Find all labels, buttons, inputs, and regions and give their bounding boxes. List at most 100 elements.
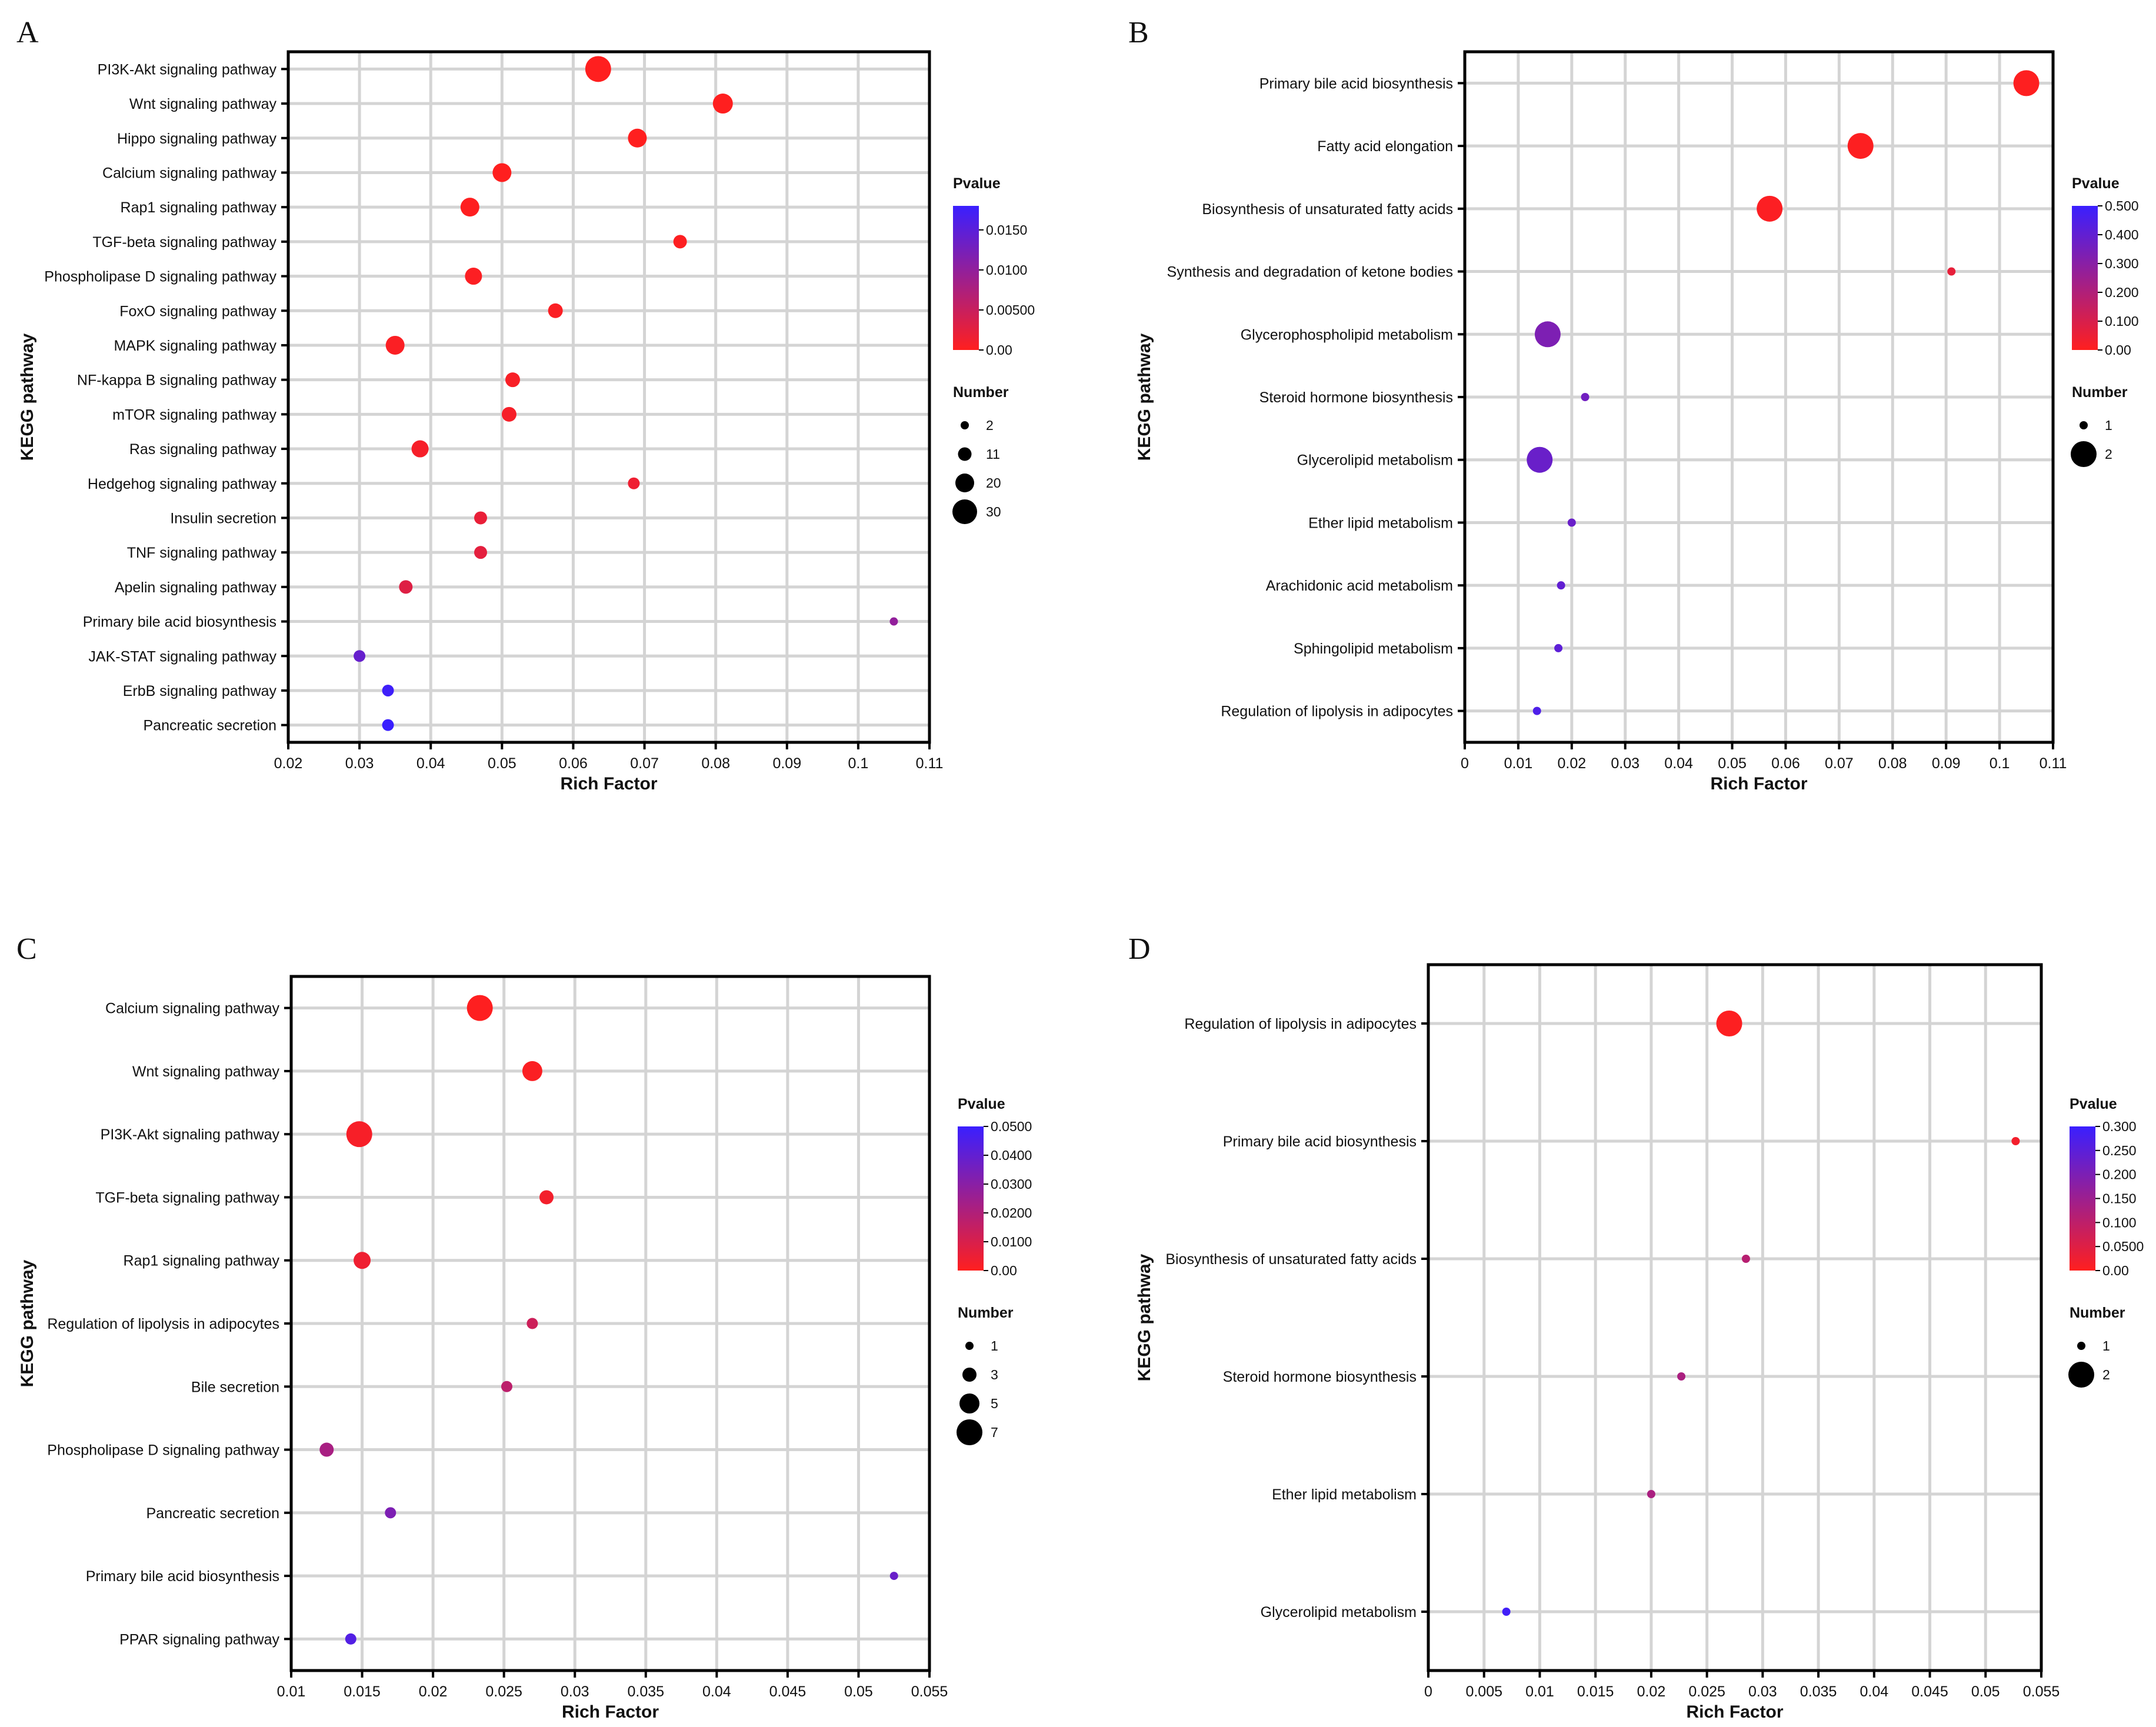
legend-size-dot [962,1368,977,1382]
legend-number-title: Number [2070,1305,2125,1321]
pvalue-tick-label: 0.150 [2102,1191,2137,1206]
data-point [522,1061,542,1081]
data-point [628,477,640,489]
data-point [1716,1011,1742,1036]
pvalue-tick-label: 0.100 [2105,314,2139,329]
y-tick-label: Apelin signaling pathway [115,579,277,596]
panel-letter: A [16,16,39,49]
pvalue-tick-label: 0.00 [991,1263,1017,1278]
x-tick-label: 0.08 [1878,755,1907,772]
x-tick-label: 0.035 [627,1683,664,1700]
y-tick-label: Biosynthesis of unsaturated fatty acids [1165,1251,1417,1268]
legend-size-dot [958,447,972,461]
legend-size-dot [2071,441,2097,467]
x-tick-label: 0.02 [1557,755,1586,772]
y-tick-label: PPAR signaling pathway [119,1631,279,1648]
pvalue-tick-label: 0.00 [986,342,1012,358]
legend-size-dot [961,421,969,429]
x-tick-label: 0.07 [630,755,659,772]
legend-size-label: 1 [991,1338,998,1353]
y-tick-label: NF-kappa B signaling pathway [77,372,277,389]
x-tick-label: 0.06 [559,755,588,772]
x-tick-label: 0.09 [772,755,801,772]
x-tick-label: 0.07 [1825,755,1854,772]
pvalue-color-bar [953,206,979,350]
y-tick-label: Steroid hormone biosynthesis [1223,1369,1417,1385]
chart-panel-b: B Primary bile acid biosynthesis Fatty aci… [1128,16,2139,794]
x-tick-label: 0.05 [844,1683,873,1700]
x-tick-label: 0.09 [1932,755,1961,772]
legend-size-label: 5 [991,1396,998,1411]
y-tick-label: Fatty acid elongation [1317,138,1453,155]
x-tick-label: 0.08 [701,755,730,772]
data-point [1502,1608,1511,1616]
data-point [1554,644,1563,652]
y-tick-label: Regulation of lipolysis in adipocytes [1221,704,1453,720]
data-point [346,1121,372,1148]
x-tick-label: 0.02 [274,755,303,772]
x-tick-label: 0.02 [1637,1683,1666,1700]
y-tick-label: Insulin secretion [170,510,276,526]
y-tick-label: Regulation of lipolysis in adipocytes [1184,1016,1417,1032]
chart-panel-c: C Calcium signaling pathway Wnt signaling … [16,932,1032,1722]
pvalue-color-bar [2070,1126,2095,1271]
legend-pvalue-title: Pvalue [2070,1096,2117,1112]
data-point [1567,518,1576,527]
y-tick-label: Rap1 signaling pathway [124,1253,280,1269]
x-tick-label: 0.01 [277,1683,306,1700]
y-tick-label: Ras signaling pathway [129,441,277,458]
data-point [1947,267,1956,276]
legend-size-dot [955,474,974,492]
pvalue-tick-label: 0.0100 [991,1234,1032,1249]
x-tick-label: 0.11 [2040,755,2067,772]
pvalue-tick-label: 0.00500 [986,302,1035,318]
y-tick-label: Pancreatic secretion [146,1505,279,1522]
y-tick-label: FoxO signaling pathway [119,303,276,319]
x-tick-label: 0.045 [1911,1683,1948,1700]
x-tick-label: 0.04 [702,1683,731,1700]
data-point [505,372,520,388]
legend-size-dot [957,1419,982,1445]
y-tick-label: Bile secretion [191,1379,279,1395]
data-point [889,617,898,626]
legend-size-label: 7 [991,1425,998,1440]
x-axis-title: Rich Factor [560,774,657,794]
pvalue-tick-label: 0.200 [2105,285,2139,300]
data-point [2013,70,2040,96]
pvalue-tick-label: 0.500 [2105,198,2139,214]
y-tick-label: MAPK signaling pathway [114,338,276,354]
pvalue-tick-label: 0.100 [2102,1215,2137,1230]
y-tick-label: Biosynthesis of unsaturated fatty acids [1202,201,1453,218]
plot-frame [1427,963,2043,1672]
data-point [712,94,733,114]
legend-size-label: 2 [2102,1367,2110,1382]
y-tick-label: Arachidonic acid metabolism [1266,578,1453,594]
x-tick-label: 0.1 [848,755,869,772]
y-tick-label: Ether lipid metabolism [1308,515,1453,531]
data-point [1677,1372,1686,1381]
pvalue-tick-label: 0.250 [2102,1143,2137,1158]
y-tick-label: Regulation of lipolysis in adipocytes [47,1316,279,1332]
legend-size-label: 30 [986,504,1001,519]
data-point [1741,1255,1750,1263]
data-point [411,440,429,458]
legend-pvalue-title: Pvalue [2072,175,2120,192]
x-tick-label: 0.03 [345,755,374,772]
data-point [1581,393,1589,401]
x-tick-label: 0 [1424,1683,1432,1700]
x-tick-label: 0.1 [1990,755,2010,772]
x-tick-label: 0 [1461,755,1469,772]
data-point [345,1633,356,1645]
y-axis-title: KEGG pathway [1135,1253,1154,1381]
data-point [474,511,487,525]
pvalue-tick-label: 0.00 [2102,1263,2129,1278]
x-tick-label: 0.055 [2023,1683,2060,1700]
legend-pvalue-title: Pvalue [958,1096,1005,1112]
x-tick-label: 0.04 [1860,1683,1888,1700]
x-tick-label: 0.04 [1664,755,1693,772]
data-point [1647,1490,1655,1498]
legend-size-label: 1 [2102,1338,2110,1353]
y-tick-label: Rap1 signaling pathway [121,199,277,216]
x-tick-label: 0.015 [344,1683,381,1700]
legend-pvalue-title: Pvalue [953,175,1001,192]
